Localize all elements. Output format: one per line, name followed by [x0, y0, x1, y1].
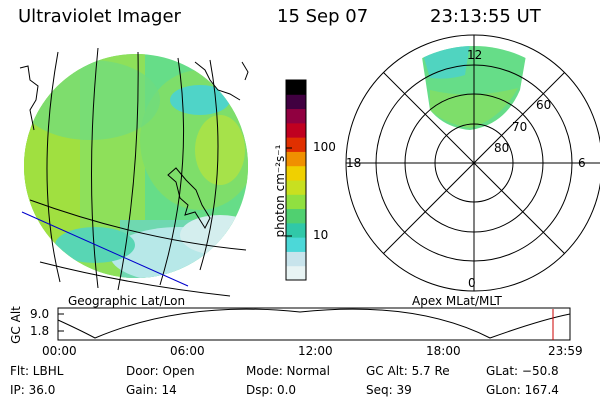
colorbar-swatch	[286, 180, 306, 195]
mlt-label-12: 12	[467, 48, 483, 62]
colorbar-swatch	[286, 208, 306, 224]
date-label: 15 Sep 07	[277, 6, 369, 27]
colorbar-unit-label: photon cm⁻²s⁻¹	[273, 144, 287, 238]
mlat-label-80: 80	[494, 141, 510, 155]
colorbar	[285, 79, 307, 281]
colorbar-tick-10: 10	[313, 228, 329, 242]
alt-xtick-1800: 18:00	[426, 344, 461, 358]
colorbar-swatch	[286, 122, 306, 138]
info-gain: Gain: 14	[126, 383, 177, 397]
colorbar-swatch	[286, 251, 306, 267]
colorbar-swatch	[286, 80, 306, 95]
geographic-label: Geographic Lat/Lon	[68, 294, 186, 308]
info-gcalt: GC Alt: 5.7 Re	[366, 364, 450, 378]
polar-plot	[345, 34, 600, 292]
colorbar-swatch	[286, 151, 306, 167]
colorbar-swatch	[286, 237, 306, 252]
colorbar-tick-100: 100	[313, 140, 336, 154]
colorbar-swatch	[286, 108, 306, 124]
colorbar-swatch	[286, 137, 306, 152]
info-ip: IP: 36.0	[10, 383, 56, 397]
alt-ytick-9: 9.0	[30, 307, 50, 321]
info-glat: GLat: −50.8	[486, 364, 559, 378]
info-flt: Flt: LBHL	[10, 364, 64, 378]
alt-xtick-0600: 06:00	[170, 344, 205, 358]
alt-ylabel: GC Alt	[9, 306, 23, 344]
alt-ytick-1-8: 1.8	[30, 324, 50, 338]
mlt-label-0: 0	[468, 276, 476, 290]
mlt-label-6: 6	[578, 156, 586, 170]
info-seq: Seq: 39	[366, 383, 412, 397]
info-dsp: Dsp: 0.0	[246, 383, 297, 397]
apex-label: Apex MLat/MLT	[412, 294, 502, 308]
time-label: 23:13:55 UT	[430, 6, 541, 27]
colorbar-swatch	[286, 265, 306, 281]
mlat-label-60: 60	[536, 98, 552, 112]
info-door: Door: Open	[126, 364, 195, 378]
alt-xtick-2359: 23:59	[548, 344, 583, 358]
geographic-image	[19, 47, 249, 297]
colorbar-swatch	[286, 94, 306, 110]
info-mode: Mode: Normal	[246, 364, 330, 378]
colorbar-swatch	[286, 222, 306, 238]
altitude-plot	[57, 307, 571, 341]
mlat-label-70: 70	[512, 120, 528, 134]
instrument-title: Ultraviolet Imager	[18, 6, 181, 27]
alt-xtick-1200: 12:00	[298, 344, 333, 358]
colorbar-swatch	[286, 194, 306, 210]
mlt-label-18: 18	[346, 156, 362, 170]
colorbar-swatch	[286, 165, 306, 181]
info-glon: GLon: 167.4	[486, 383, 559, 397]
alt-xtick-0000: 00:00	[42, 344, 77, 358]
